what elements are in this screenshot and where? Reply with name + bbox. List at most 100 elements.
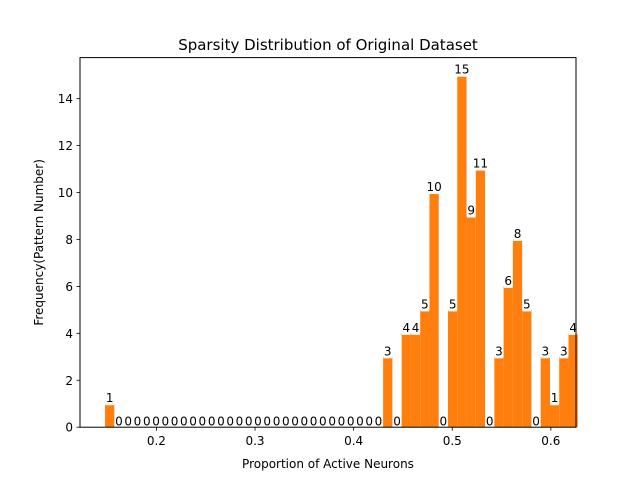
bar-value-label: 1 bbox=[551, 391, 559, 405]
x-tick-label: 0.3 bbox=[245, 434, 264, 448]
bar-value-label: 0 bbox=[291, 415, 299, 429]
data-label-background bbox=[337, 414, 346, 429]
data-label-background bbox=[281, 414, 291, 429]
data-label-background bbox=[207, 414, 216, 429]
histogram-bar bbox=[494, 356, 504, 428]
data-label-background bbox=[114, 414, 124, 429]
data-label-background bbox=[133, 414, 142, 429]
bars-group bbox=[105, 75, 578, 428]
data-label-background bbox=[179, 414, 189, 429]
bar-value-label: 0 bbox=[189, 415, 197, 429]
bar-value-label: 10 bbox=[426, 180, 441, 194]
data-label-background bbox=[318, 414, 328, 429]
bar-value-label: 5 bbox=[421, 297, 429, 311]
bar-value-label: 0 bbox=[134, 415, 142, 429]
bar-value-label: 0 bbox=[356, 415, 364, 429]
data-label-background bbox=[235, 414, 244, 429]
bar-value-label: 0 bbox=[338, 415, 346, 429]
bar-value-label: 0 bbox=[115, 415, 123, 429]
data-label-background bbox=[253, 414, 263, 429]
bar-value-label: 11 bbox=[473, 157, 488, 171]
data-label-background bbox=[244, 414, 254, 429]
histogram-bar bbox=[401, 333, 411, 428]
y-tick-label: 10 bbox=[58, 186, 73, 200]
histogram-bar bbox=[522, 309, 532, 428]
data-label-background bbox=[151, 414, 161, 429]
x-tick-label: 0.2 bbox=[147, 434, 166, 448]
data-label-background bbox=[198, 414, 207, 429]
bar-value-label: 0 bbox=[393, 415, 401, 429]
bar-value-label: 0 bbox=[273, 415, 281, 429]
data-label-background bbox=[374, 414, 383, 429]
y-tick-label: 12 bbox=[58, 139, 73, 153]
data-label-background bbox=[522, 297, 532, 312]
bar-value-label: 4 bbox=[402, 321, 410, 335]
bar-value-label: 0 bbox=[143, 415, 151, 429]
bar-value-label: 0 bbox=[245, 415, 253, 429]
data-label-background bbox=[364, 414, 374, 429]
axes-frame bbox=[79, 57, 577, 428]
bar-value-label: 3 bbox=[560, 344, 568, 358]
bar-value-label: 0 bbox=[375, 415, 383, 429]
bar-value-label: 0 bbox=[486, 415, 494, 429]
y-tick-label: 4 bbox=[65, 327, 73, 341]
data-label-background bbox=[290, 414, 300, 429]
bar-value-label: 15 bbox=[454, 63, 469, 77]
data-label-background bbox=[309, 414, 318, 429]
bar-value-label: 0 bbox=[328, 415, 336, 429]
data-label-background bbox=[568, 320, 578, 335]
bar-value-label: 0 bbox=[161, 415, 169, 429]
data-label-background bbox=[355, 414, 365, 429]
bar-value-label: 0 bbox=[319, 415, 327, 429]
data-label-background bbox=[503, 273, 513, 288]
chart-title: Sparsity Distribution of Original Datase… bbox=[178, 36, 478, 54]
bar-value-label: 0 bbox=[254, 415, 262, 429]
bar-value-label: 6 bbox=[504, 274, 512, 288]
data-label-background bbox=[160, 414, 170, 429]
data-label-background bbox=[188, 414, 198, 429]
histogram-bar bbox=[549, 403, 560, 428]
bar-value-label: 4 bbox=[412, 321, 420, 335]
y-tick-label: 2 bbox=[65, 374, 73, 388]
y-tick-label: 0 bbox=[65, 421, 73, 435]
histogram-bar bbox=[559, 356, 569, 428]
bar-value-label: 3 bbox=[384, 344, 392, 358]
data-label-background bbox=[453, 62, 471, 77]
y-tick-label: 14 bbox=[58, 92, 73, 106]
x-tick-label: 0.5 bbox=[443, 434, 462, 448]
bar-value-label: 3 bbox=[542, 344, 550, 358]
histogram-bar bbox=[457, 75, 467, 428]
data-label-background bbox=[123, 414, 133, 429]
bar-value-label: 0 bbox=[532, 415, 540, 429]
data-label-background bbox=[494, 344, 504, 359]
data-label-background bbox=[262, 414, 272, 429]
x-axis-ticks: 0.2 0.3 0.4 0.5 0.6 bbox=[147, 427, 560, 448]
data-label-background bbox=[105, 391, 115, 406]
bar-value-label: 3 bbox=[495, 344, 503, 358]
bar-value-label: 0 bbox=[171, 415, 179, 429]
data-label-background bbox=[439, 414, 448, 429]
histogram-bar bbox=[475, 169, 486, 428]
y-tick-label: 6 bbox=[65, 280, 73, 294]
histogram-bar bbox=[448, 309, 458, 428]
data-label-background bbox=[216, 414, 226, 429]
data-label-background bbox=[225, 414, 235, 429]
histogram-bar bbox=[383, 356, 393, 428]
data-label-background bbox=[411, 320, 420, 335]
bar-value-label: 1 bbox=[106, 391, 114, 405]
histogram-bar bbox=[503, 286, 513, 428]
data-label-background bbox=[383, 344, 393, 359]
bar-value-label: 0 bbox=[365, 415, 373, 429]
bar-value-label: 0 bbox=[347, 415, 355, 429]
bar-value-label: 0 bbox=[208, 415, 216, 429]
data-label-background bbox=[170, 414, 179, 429]
histogram-bar bbox=[568, 333, 578, 428]
data-label-background bbox=[513, 226, 522, 241]
bar-value-label: 0 bbox=[301, 415, 309, 429]
bar-value-label: 0 bbox=[124, 415, 132, 429]
bar-value-label: 0 bbox=[282, 415, 290, 429]
data-label-background bbox=[485, 414, 495, 429]
x-axis-label: Proportion of Active Neurons bbox=[242, 457, 414, 471]
data-label-background bbox=[531, 414, 541, 429]
bar-value-label: 0 bbox=[236, 415, 244, 429]
